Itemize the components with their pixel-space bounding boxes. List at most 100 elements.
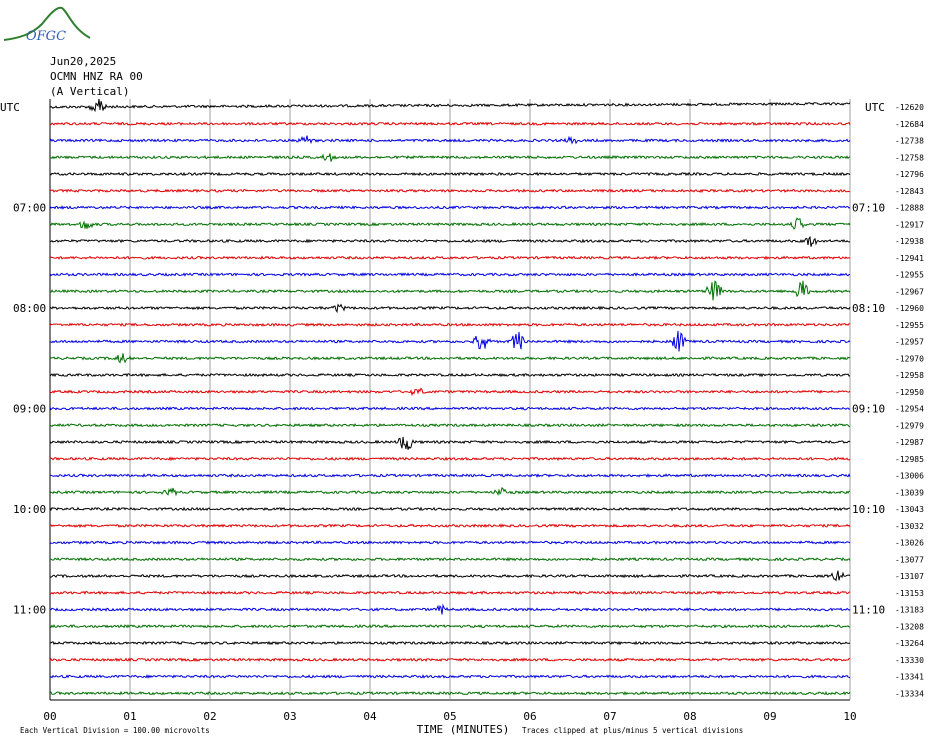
seismic-trace <box>49 570 851 582</box>
component-label: (A Vertical) <box>50 85 130 98</box>
trace-offset-label: -12950 <box>895 388 924 397</box>
left-utc-label: UTC <box>0 101 20 114</box>
trace-offset-label: -12957 <box>895 338 924 347</box>
trace-offset-label: -13039 <box>895 488 924 497</box>
x-tick-label: 01 <box>123 710 136 723</box>
trace-offset-label: -12979 <box>895 421 924 430</box>
right-time-label: 11:10 <box>852 604 885 617</box>
right-time-label: 08:10 <box>852 302 885 315</box>
seismic-trace <box>49 322 851 327</box>
seismic-trace <box>49 406 851 411</box>
trace-offset-label: -12888 <box>895 204 924 213</box>
seismic-trace <box>49 330 851 352</box>
seismic-trace <box>49 486 851 497</box>
trace-offset-label: -12967 <box>895 287 924 296</box>
trace-offset-label: -12970 <box>895 354 924 363</box>
seismic-trace <box>49 422 851 428</box>
trace-offset-label: -13183 <box>895 606 924 615</box>
trace-offset-label: -13330 <box>895 656 924 665</box>
trace-offset-label: -13032 <box>895 522 924 531</box>
seismic-trace <box>49 171 851 177</box>
seismic-trace <box>49 153 851 162</box>
x-axis-title: TIME (MINUTES) <box>417 723 510 736</box>
trace-offset-label: -12958 <box>895 371 924 380</box>
seismic-trace <box>49 674 851 679</box>
right-time-label: 07:10 <box>852 202 885 215</box>
seismic-trace <box>49 523 851 529</box>
left-time-label: 09:00 <box>13 403 46 416</box>
trace-offset-label: -13341 <box>895 673 924 682</box>
seismic-trace <box>49 98 851 113</box>
seismic-trace <box>49 135 851 145</box>
trace-offset-label: -13006 <box>895 472 924 481</box>
seismic-trace <box>49 188 851 194</box>
seismic-trace <box>49 624 851 629</box>
trace-offset-label: -13208 <box>895 622 924 631</box>
x-tick-label: 06 <box>523 710 536 723</box>
left-time-label: 11:00 <box>13 604 46 617</box>
trace-offset-label: -12917 <box>895 220 924 229</box>
seismic-trace <box>49 303 851 314</box>
seismic-trace <box>49 690 851 696</box>
trace-offset-label: -12843 <box>895 187 924 196</box>
seismic-trace <box>49 353 851 364</box>
seismic-trace <box>49 540 851 545</box>
trace-offset-label: -12955 <box>895 321 924 330</box>
seismic-trace <box>49 217 851 230</box>
trace-offset-label: -13077 <box>895 555 924 564</box>
x-tick-label: 05 <box>443 710 456 723</box>
trace-offset-label: -12941 <box>895 254 924 263</box>
x-tick-label: 07 <box>603 710 616 723</box>
x-tick-label: 10 <box>843 710 856 723</box>
seismic-trace <box>49 640 851 646</box>
seismic-trace <box>49 387 851 397</box>
logo-mountain-icon <box>3 6 91 41</box>
trace-offset-label: -12620 <box>895 103 924 112</box>
seismic-trace <box>49 255 851 261</box>
seismic-trace <box>49 556 851 562</box>
clip-note: Traces clipped at plus/minus 5 vertical … <box>522 726 743 735</box>
seismic-trace <box>49 657 851 663</box>
trace-offset-label: -12738 <box>895 137 924 146</box>
seismic-trace <box>49 473 851 478</box>
trace-offset-label: -13026 <box>895 539 924 548</box>
seismic-trace <box>49 121 851 127</box>
trace-offset-label: -13264 <box>895 639 924 648</box>
logo-text: OFGC <box>26 29 66 44</box>
seismic-trace <box>49 235 851 247</box>
seismic-trace <box>49 205 851 210</box>
trace-offset-label: -12796 <box>895 170 924 179</box>
x-tick-label: 04 <box>363 710 377 723</box>
trace-offset-label: -12955 <box>895 271 924 280</box>
seismic-trace <box>49 280 851 301</box>
trace-offset-label: -12684 <box>895 120 924 129</box>
left-time-label: 10:00 <box>13 503 46 516</box>
trace-offset-label: -13043 <box>895 505 924 514</box>
left-time-label: 07:00 <box>13 202 46 215</box>
seismic-trace <box>49 603 851 615</box>
left-time-label: 08:00 <box>13 302 46 315</box>
x-tick-label: 09 <box>763 710 776 723</box>
date-label: Jun20,2025 <box>50 55 117 68</box>
seismic-trace <box>49 590 851 596</box>
trace-offset-label: -12987 <box>895 438 924 447</box>
trace-offset-label: -13107 <box>895 572 924 581</box>
right-time-label: 10:10 <box>852 503 885 516</box>
seismic-trace <box>49 506 851 512</box>
seismic-trace <box>49 456 851 462</box>
station-label: OCMN HNZ RA 00 <box>50 70 143 83</box>
right-time-label: 09:10 <box>852 403 885 416</box>
trace-offset-label: -12954 <box>895 405 924 414</box>
x-tick-label: 02 <box>203 710 216 723</box>
trace-offset-label: -12985 <box>895 455 924 464</box>
seismic-trace <box>49 372 851 378</box>
seismic-trace <box>49 272 851 277</box>
trace-offset-label: -13334 <box>895 689 924 698</box>
trace-offset-label: -12938 <box>895 237 924 246</box>
scale-note: Each Vertical Division = 100.00 microvol… <box>20 726 210 735</box>
trace-offset-label: -13153 <box>895 589 924 598</box>
x-tick-label: 03 <box>283 710 296 723</box>
x-tick-label: 00 <box>43 710 56 723</box>
x-tick-label: 08 <box>683 710 696 723</box>
